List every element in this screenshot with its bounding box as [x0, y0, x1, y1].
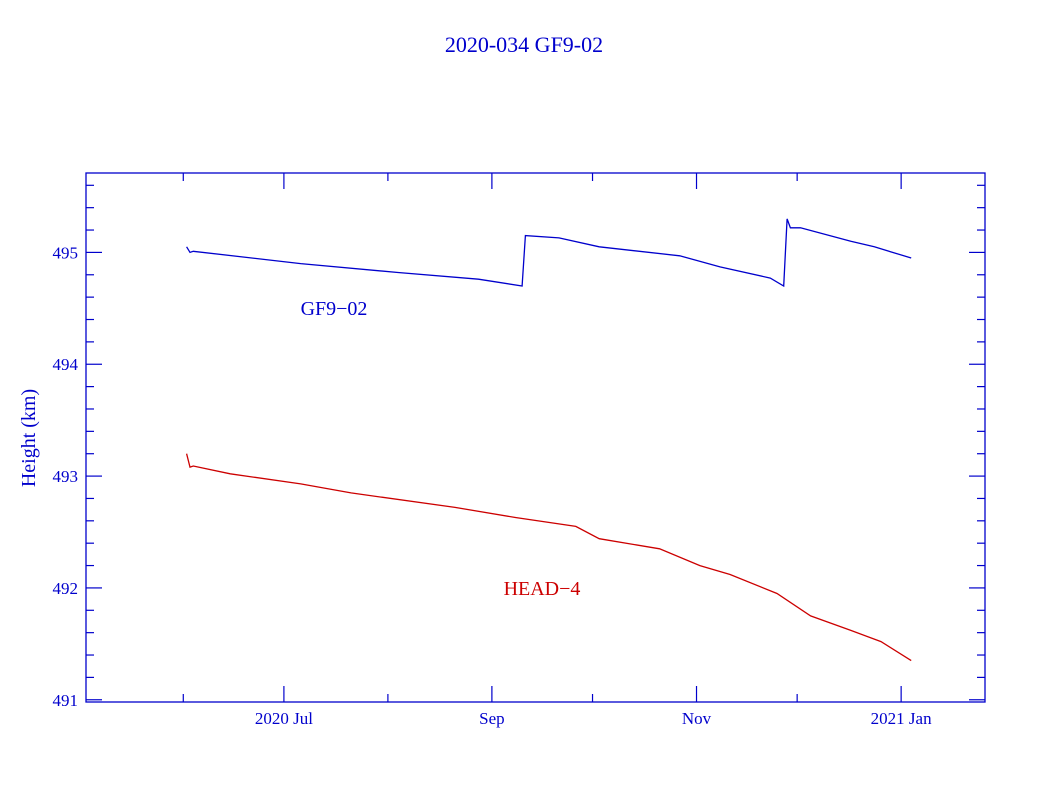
series-label-gf9-02: GF9−02 [301, 298, 368, 320]
x-tick-label: 2021 Jan [871, 709, 932, 728]
y-tick-label: 493 [53, 467, 79, 486]
x-tick-label: 2020 Jul [255, 709, 313, 728]
series-line-gf9-02 [186, 218, 912, 288]
axis-ticks: 2020 Jul Sep Nov 2021 Jan 491 492 493 494 495 [53, 173, 985, 728]
chart-title: 2020-034 GF9-02 [445, 32, 603, 57]
series-line-head-4 [185, 453, 912, 662]
y-axis-label: Height (km) [18, 389, 40, 487]
x-tick-label: Sep [479, 709, 505, 728]
series-lines [185, 218, 912, 662]
y-tick-label: 495 [53, 243, 79, 262]
y-tick-label: 492 [53, 579, 79, 598]
y-tick-label: 491 [53, 691, 79, 710]
plot-frame [85, 172, 986, 703]
y-tick-label: 494 [53, 355, 79, 374]
series-label-head-4: HEAD−4 [504, 578, 581, 600]
x-tick-label: Nov [682, 709, 712, 728]
